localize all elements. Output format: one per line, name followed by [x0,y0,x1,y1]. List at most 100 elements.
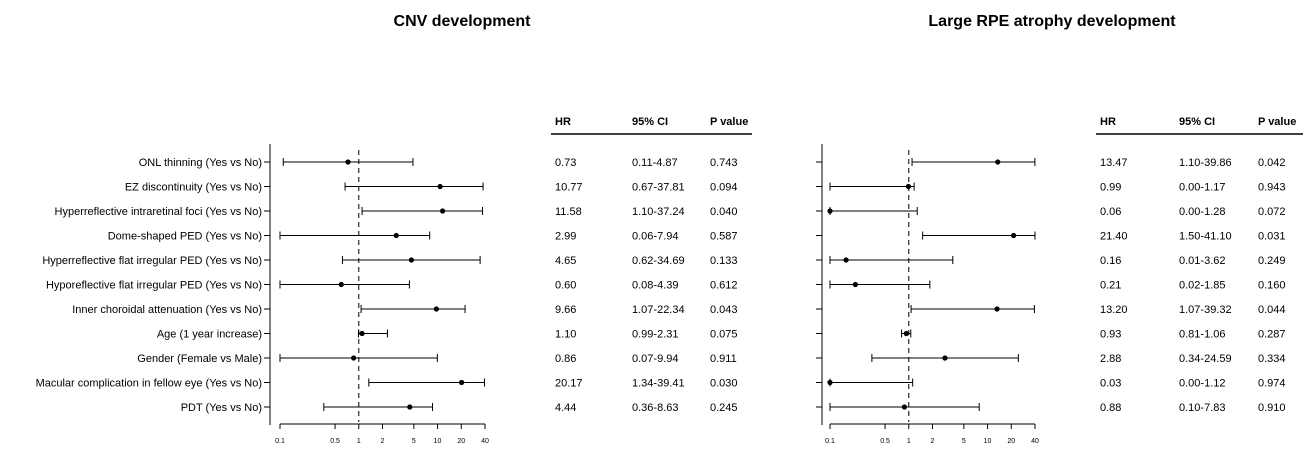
p-value: 0.040 [710,206,738,218]
variable-label: Dome-shaped PED (Yes vs No) [108,231,262,243]
x-tick-label: 5 [412,438,416,445]
x-tick-label: 40 [1031,438,1039,445]
ci-value: 0.36-8.63 [632,402,678,414]
p-value: 0.911 [710,353,737,365]
hr-value: 21.40 [1100,231,1128,243]
p-value: 0.043 [710,304,738,316]
ci-value: 0.81-1.06 [1179,329,1225,341]
x-tick-label: 0.5 [330,438,340,445]
ci-value: 1.10-37.24 [632,206,685,218]
hr-value: 0.60 [555,280,576,292]
x-tick-label: 20 [1007,438,1015,445]
x-tick-label: 0.5 [880,438,890,445]
variable-label: Age (1 year increase) [157,329,262,341]
p-value: 0.160 [1258,280,1286,292]
hr-point [408,257,414,263]
ci-value: 0.00-1.12 [1179,378,1225,390]
ci-value: 0.07-9.94 [632,353,678,365]
hr-point [407,404,413,410]
ci-value: 1.34-39.41 [632,378,685,390]
hr-point [942,355,948,361]
variable-label: Hyporeflective flat irregular PED (Yes v… [46,280,262,292]
hr-point [903,330,909,337]
p-value: 0.075 [710,329,738,341]
hr-point [433,306,439,312]
hr-point [351,355,357,361]
hr-value: 4.44 [555,402,576,414]
p-value: 0.133 [710,255,738,267]
x-tick-label: 20 [457,438,465,445]
hr-point [843,257,849,263]
rpe-panel-title: Large RPE atrophy development [928,13,1176,30]
hr-value: 0.99 [1100,182,1121,194]
hr-value: 4.65 [555,255,576,267]
table-header: HR [1100,116,1116,128]
variable-label: PDT (Yes vs No) [181,402,262,414]
x-tick-label: 1 [907,438,911,445]
cnv-panel-title: CNV development [394,13,532,30]
hr-value: 13.20 [1100,304,1128,316]
p-value: 0.094 [710,182,738,194]
hr-point [852,281,858,288]
x-tick-label: 40 [481,438,489,445]
p-value: 0.743 [710,157,738,169]
ci-value: 0.01-3.62 [1179,255,1225,267]
table-header: HR [555,116,571,128]
p-value: 0.910 [1258,402,1286,414]
p-value: 0.587 [710,231,738,243]
p-value: 0.030 [710,378,738,390]
ci-value: 0.34-24.59 [1179,353,1232,365]
hr-value: 0.06 [1100,206,1121,218]
variable-label: Inner choroidal attenuation (Yes vs No) [72,304,262,316]
x-tick-label: 0.1 [825,438,835,445]
table-header: P value [710,116,748,128]
hr-point [458,379,465,386]
ci-value: 0.67-37.81 [632,182,685,194]
variable-label: Macular complication in fellow eye (Yes … [36,378,262,390]
hr-value: 0.03 [1100,378,1121,390]
hr-point [345,159,351,165]
variable-label: Hyperreflective flat irregular PED (Yes … [42,255,262,267]
hr-value: 0.21 [1100,280,1121,292]
x-tick-label: 2 [931,438,935,445]
hr-point [359,330,365,337]
hr-value: 1.10 [555,329,576,341]
p-value: 0.287 [1258,329,1286,341]
hr-value: 0.16 [1100,255,1121,267]
ci-value: 1.50-41.10 [1179,231,1232,243]
variable-label: Hyperreflective intraretinal foci (Yes v… [55,206,262,218]
hr-point [439,208,446,214]
table-header: P value [1258,116,1296,128]
x-tick-label: 5 [962,438,966,445]
hr-point [338,281,344,288]
p-value: 0.031 [1258,231,1286,243]
variable-label: Gender (Female vs Male) [137,353,262,365]
ci-value: 0.11-4.87 [632,157,678,169]
ci-value: 0.10-7.83 [1179,402,1225,414]
p-value: 0.943 [1258,182,1286,194]
ci-value: 0.06-7.94 [632,231,678,243]
variable-label: EZ discontinuity (Yes vs No) [125,182,262,194]
hr-value: 0.93 [1100,329,1121,341]
hr-point [437,183,443,190]
p-value: 0.249 [1258,255,1286,267]
hr-value: 13.47 [1100,157,1128,169]
p-value: 0.072 [1258,206,1286,218]
ci-value: 0.08-4.39 [632,280,678,292]
p-value: 0.044 [1258,304,1286,316]
p-value: 0.334 [1258,353,1286,365]
hr-point [901,404,908,410]
hr-value: 10.77 [555,182,583,194]
hr-value: 2.99 [555,231,576,243]
ci-value: 0.02-1.85 [1179,280,1225,292]
hr-value: 11.58 [555,206,582,218]
hr-point [393,232,399,239]
variable-label: ONL thinning (Yes vs No) [139,157,262,169]
hr-value: 0.86 [555,353,576,365]
hr-point [905,183,912,190]
x-tick-label: 10 [434,438,442,445]
table-header: 95% CI [632,116,668,128]
ci-value: 1.10-39.86 [1179,157,1232,169]
